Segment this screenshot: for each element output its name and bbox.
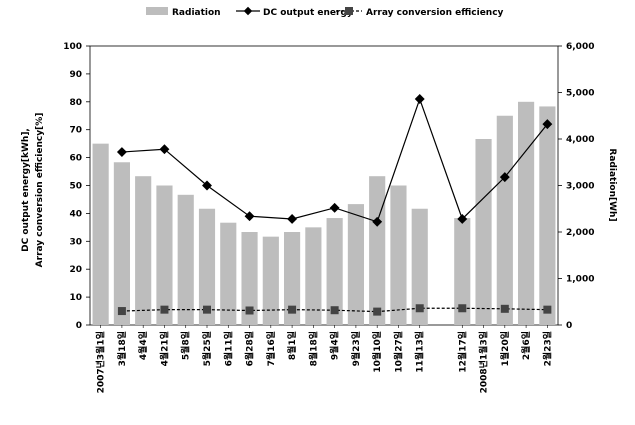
- efficiency-point: [415, 304, 424, 313]
- dc-output-point: [244, 211, 255, 222]
- x-tick-label: 10월27일: [392, 331, 404, 373]
- x-tick-label: 11월13일: [414, 331, 426, 373]
- x-tick-label: 10월10일: [371, 331, 383, 373]
- radiation-bar: [241, 232, 258, 325]
- radiation-bar: [390, 185, 407, 325]
- x-tick-label: 2008년1월3일: [478, 331, 490, 393]
- right-tick-label: 4,000: [566, 135, 594, 145]
- dc-output-point: [287, 214, 298, 224]
- legend-swatch-radiation: [146, 7, 168, 15]
- radiation-bar: [539, 106, 556, 325]
- left-tick-label: 90: [69, 70, 82, 80]
- left-tick-label: 50: [69, 182, 82, 192]
- x-tick-label: 8월1일: [286, 331, 298, 360]
- left-tick-label: 30: [69, 237, 82, 247]
- radiation-bar: [198, 208, 216, 325]
- x-tick-label: 4월21일: [158, 331, 170, 366]
- left-axis-title-line2: Array conversion efficiency[%]: [35, 113, 45, 268]
- legend-marker-eff: [345, 7, 353, 15]
- left-tick-label: 0: [76, 321, 82, 331]
- radiation-bar: [177, 194, 194, 325]
- radiation-bar: [156, 185, 173, 325]
- efficiency-point: [458, 304, 467, 313]
- right-tick-label: 3,000: [566, 182, 594, 192]
- efficiency-point: [203, 305, 211, 314]
- x-axis-ticks: 2007년3월1일 3월18일 4월4일 4월21일 5월8일 5월25일 6월11일 6월2…: [95, 325, 553, 393]
- x-tick-label: 8월18일: [307, 331, 319, 366]
- legend-label-radiation: Radiation: [172, 8, 221, 18]
- efficiency-point: [160, 305, 169, 314]
- radiation-bar: [454, 218, 471, 325]
- left-tick-label: 10: [69, 293, 82, 303]
- legend-label-dc: DC output energy: [263, 8, 353, 18]
- x-tick-label: 2월23일: [541, 331, 553, 366]
- x-tick-label: 12월17일: [456, 331, 468, 373]
- series-lines: [116, 94, 553, 316]
- x-tick-label: 6월28일: [244, 331, 256, 366]
- left-axis-title-line1: DC output energy[kWh],: [21, 128, 31, 252]
- x-tick-label: 3월18일: [116, 331, 128, 366]
- x-tick-label: 9월4일: [329, 331, 341, 360]
- radiation-bar: [220, 222, 237, 325]
- radiation-bar: [305, 227, 322, 325]
- dc-output-point: [159, 144, 170, 155]
- radiation-bar: [475, 139, 492, 325]
- left-tick-label: 100: [63, 42, 82, 52]
- x-tick-label: 9월23일: [350, 331, 362, 366]
- x-tick-label: 5월8일: [180, 331, 192, 360]
- radiation-bar: [518, 101, 535, 325]
- dc-output-point: [116, 147, 127, 157]
- efficiency-point: [543, 305, 552, 314]
- legend: Radiation DC output energy Array convers…: [146, 6, 504, 18]
- dc-output-point: [372, 216, 383, 227]
- left-tick-label: 70: [69, 126, 82, 136]
- efficiency-point: [117, 307, 126, 316]
- left-tick-label: 80: [69, 98, 82, 108]
- dc-output-point: [202, 180, 212, 191]
- x-tick-label: 2007년3월1일: [95, 331, 107, 393]
- x-tick-label: 1월20일: [499, 331, 511, 366]
- radiation-bar: [369, 176, 386, 325]
- left-axis-ticks: 0 10 20 30 40 50 60 70 80 90 100: [63, 42, 90, 331]
- legend-marker-dc: [243, 6, 253, 16]
- right-axis-ticks: 0 1,000 2,000 3,000 4,000 5,000 6,000: [558, 42, 594, 331]
- right-tick-label: 2,000: [566, 228, 594, 238]
- x-tick-label: 4월4일: [137, 331, 149, 360]
- radiation-bar: [347, 204, 364, 325]
- radiation-bar: [92, 143, 109, 325]
- efficiency-point: [245, 306, 254, 315]
- left-tick-label: 60: [69, 154, 82, 164]
- x-tick-label: 5월25일: [201, 331, 213, 366]
- left-tick-label: 40: [69, 209, 82, 219]
- dc-output-point: [542, 119, 553, 130]
- x-tick-label: 2월6일: [520, 331, 532, 360]
- efficiency-point: [288, 305, 297, 314]
- efficiency-point: [373, 307, 382, 316]
- left-tick-label: 20: [69, 265, 82, 275]
- right-tick-label: 6,000: [566, 42, 594, 52]
- radiation-bar: [411, 208, 428, 325]
- right-tick-label: 5,000: [566, 89, 594, 99]
- radiation-bar: [284, 232, 301, 325]
- radiation-bar: [496, 115, 513, 325]
- radiation-bar: [113, 162, 130, 325]
- radiation-bars: [92, 101, 556, 325]
- efficiency-point: [500, 304, 509, 313]
- right-tick-label: 1,000: [566, 275, 594, 285]
- dc-output-point: [329, 202, 340, 213]
- radiation-bar: [135, 176, 152, 325]
- radiation-bar: [262, 236, 279, 325]
- radiation-bar: [326, 218, 343, 325]
- right-axis-title: Radiation[Wh]: [607, 148, 617, 221]
- legend-label-eff: Array conversion efficiency: [366, 8, 504, 18]
- x-tick-label: 7월16일: [265, 331, 277, 366]
- dc-output-point: [499, 172, 510, 183]
- right-tick-label: 0: [566, 321, 572, 331]
- dc-output-point: [457, 214, 468, 224]
- efficiency-point: [330, 306, 339, 315]
- x-tick-label: 6월11일: [222, 331, 234, 366]
